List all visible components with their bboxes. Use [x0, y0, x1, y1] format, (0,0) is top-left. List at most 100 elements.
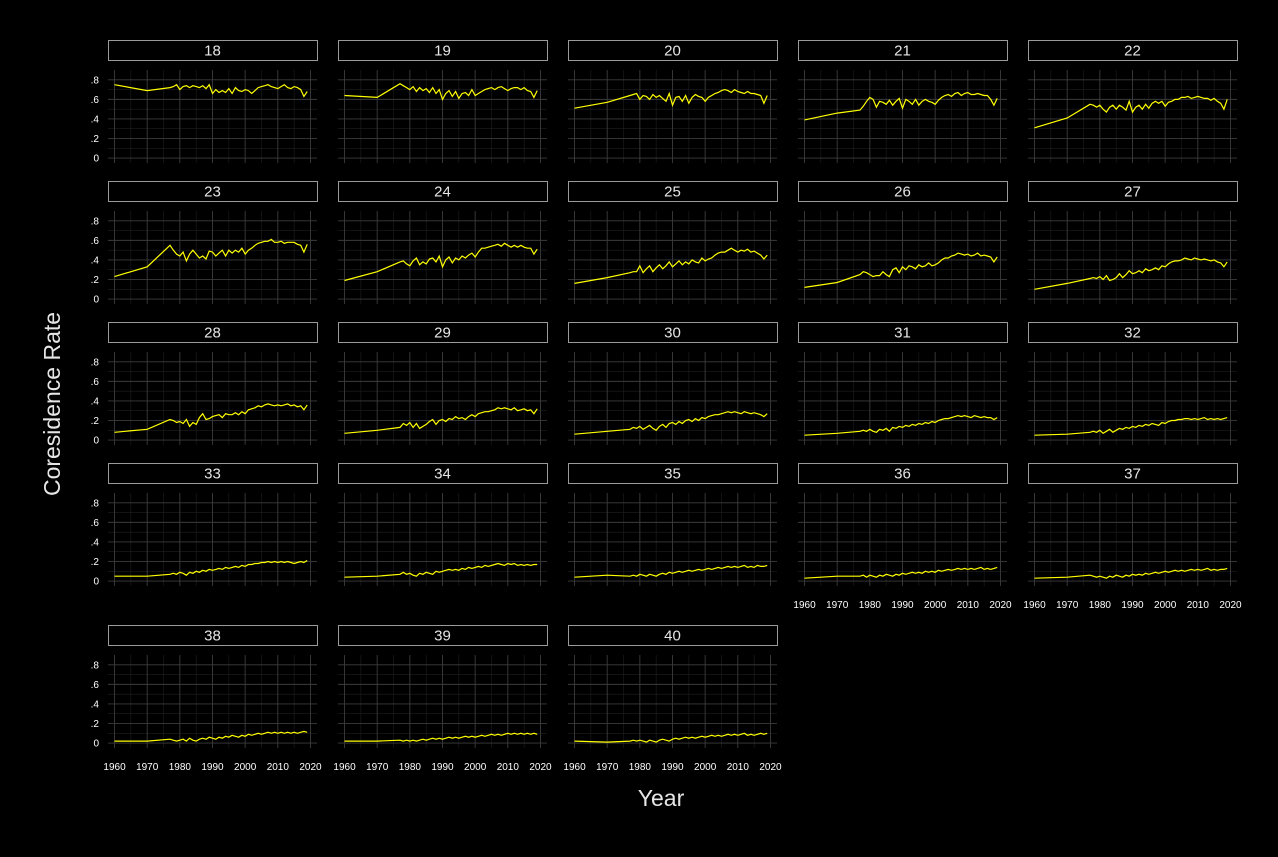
facet-strip — [568, 463, 778, 484]
facet-strip — [1028, 40, 1238, 61]
x-tick-label: 1970 — [1056, 600, 1079, 611]
facet-panel-25: 25 — [568, 181, 778, 304]
y-tick-label: .2 — [91, 416, 100, 427]
x-tick-label: 1980 — [859, 600, 882, 611]
x-tick-label: 2000 — [234, 762, 257, 773]
x-tick-label: 2010 — [497, 762, 520, 773]
facet-strip — [1028, 181, 1238, 202]
y-tick-label: .4 — [91, 699, 100, 710]
facet-panel-34: 34 — [338, 463, 548, 586]
x-tick-label: 1980 — [629, 762, 652, 773]
series-line-age-27 — [1034, 257, 1228, 290]
facet-strip — [798, 322, 1008, 343]
y-tick-label: 0 — [93, 739, 99, 750]
y-tick-label: .4 — [91, 537, 100, 548]
x-tick-label: 2020 — [1219, 600, 1242, 611]
x-tick-label: 1990 — [891, 600, 914, 611]
series-line-age-40 — [574, 732, 768, 743]
y-tick-label: .2 — [91, 557, 100, 568]
facet-strip — [338, 322, 548, 343]
y-tick-label: .8 — [91, 498, 100, 509]
facet-strip-label: 25 — [664, 184, 681, 201]
x-tick-label: 1980 — [169, 762, 192, 773]
facet-strip — [568, 625, 778, 646]
x-tick-label: 2010 — [727, 762, 750, 773]
facet-strip-label: 34 — [434, 466, 451, 483]
facet-panel-37: 37 1960 1970 1980 1990 2000 2010 2020 — [1023, 463, 1242, 611]
y-tick-label: 0 — [93, 436, 99, 447]
y-tick-label: .8 — [91, 216, 100, 227]
y-axis-title: Coresidence Rate — [39, 312, 65, 496]
facet-strip-label: 35 — [664, 466, 681, 483]
series-line-age-18 — [114, 83, 308, 98]
facet-strip-label: 39 — [434, 628, 451, 645]
facet-panel-18: 18 0 .2 .4 .6 .8 — [91, 40, 318, 165]
y-tick-label: .2 — [91, 275, 100, 286]
series-line-age-37 — [1034, 567, 1228, 579]
facet-strip-label: 38 — [204, 628, 221, 645]
facet-strip — [338, 463, 548, 484]
facet-strip-label: 31 — [894, 325, 911, 342]
series-line-age-31 — [804, 414, 998, 436]
facet-panel-38: 38 0 .2 .4 .6 .8 1960 1970 1980 1990 2000 2010 2020 — [91, 625, 322, 773]
facet-panel-36: 36 1960 1970 1980 1990 2000 2010 2020 — [793, 463, 1012, 611]
x-tick-label: 1960 — [793, 600, 816, 611]
facet-panel-29: 29 — [338, 322, 548, 445]
facet-strip-label: 32 — [1124, 325, 1141, 342]
facet-strip-label: 21 — [894, 43, 911, 60]
x-tick-label: 2020 — [529, 762, 552, 773]
x-tick-label: 1960 — [333, 762, 356, 773]
series-line-age-25 — [574, 247, 768, 284]
y-tick-label: .2 — [91, 719, 100, 730]
x-tick-label: 1980 — [399, 762, 422, 773]
facet-strip — [568, 181, 778, 202]
facet-strip — [108, 40, 318, 61]
facet-strip-label: 24 — [434, 184, 451, 201]
series-line-age-21 — [804, 91, 998, 121]
facet-strip-label: 30 — [664, 325, 681, 342]
y-tick-label: .8 — [91, 660, 100, 671]
x-tick-label: 2010 — [1187, 600, 1210, 611]
series-line-age-38 — [114, 730, 308, 742]
facet-panel-40: 40 1960 1970 1980 1990 2000 2010 2020 — [563, 625, 782, 773]
facet-strip-label: 37 — [1124, 466, 1141, 483]
series-line-age-34 — [344, 562, 538, 578]
facet-panel-26: 26 — [798, 181, 1008, 304]
x-tick-label: 2010 — [267, 762, 290, 773]
facet-panel-33: 33 0 .2 .4 .6 .8 — [91, 463, 318, 588]
x-tick-label: 2000 — [694, 762, 717, 773]
y-tick-label: .6 — [91, 95, 100, 106]
facet-strip — [798, 463, 1008, 484]
y-tick-label: .6 — [91, 518, 100, 529]
x-tick-label: 2000 — [464, 762, 487, 773]
series-line-age-26 — [804, 252, 998, 288]
y-tick-label: .4 — [91, 114, 100, 125]
facet-panel-39: 39 1960 1970 1980 1990 2000 2010 2020 — [333, 625, 552, 773]
facet-panel-21: 21 — [798, 40, 1008, 163]
series-line-age-20 — [574, 88, 768, 109]
x-tick-label: 1990 — [1121, 600, 1144, 611]
facet-strip — [568, 322, 778, 343]
series-line-age-28 — [114, 403, 308, 433]
x-tick-label: 1990 — [661, 762, 684, 773]
x-tick-label: 1990 — [201, 762, 224, 773]
facet-strip-label: 26 — [894, 184, 911, 201]
facet-panel-35: 35 — [568, 463, 778, 586]
facet-panel-28: 28 0 .2 .4 .6 .8 — [91, 322, 318, 447]
y-tick-label: .8 — [91, 357, 100, 368]
facet-panel-24: 24 — [338, 181, 548, 304]
facet-strip — [338, 625, 548, 646]
facet-panel-19: 19 — [338, 40, 548, 163]
facet-strip — [1028, 463, 1238, 484]
facet-panel-31: 31 — [798, 322, 1008, 445]
facet-strip-label: 29 — [434, 325, 451, 342]
x-tick-label: 2020 — [989, 600, 1012, 611]
y-tick-label: .4 — [91, 255, 100, 266]
series-line-age-19 — [344, 82, 538, 101]
facet-strip — [1028, 322, 1238, 343]
x-tick-label: 1960 — [1023, 600, 1046, 611]
x-tick-label: 2000 — [924, 600, 947, 611]
facet-strip — [798, 181, 1008, 202]
